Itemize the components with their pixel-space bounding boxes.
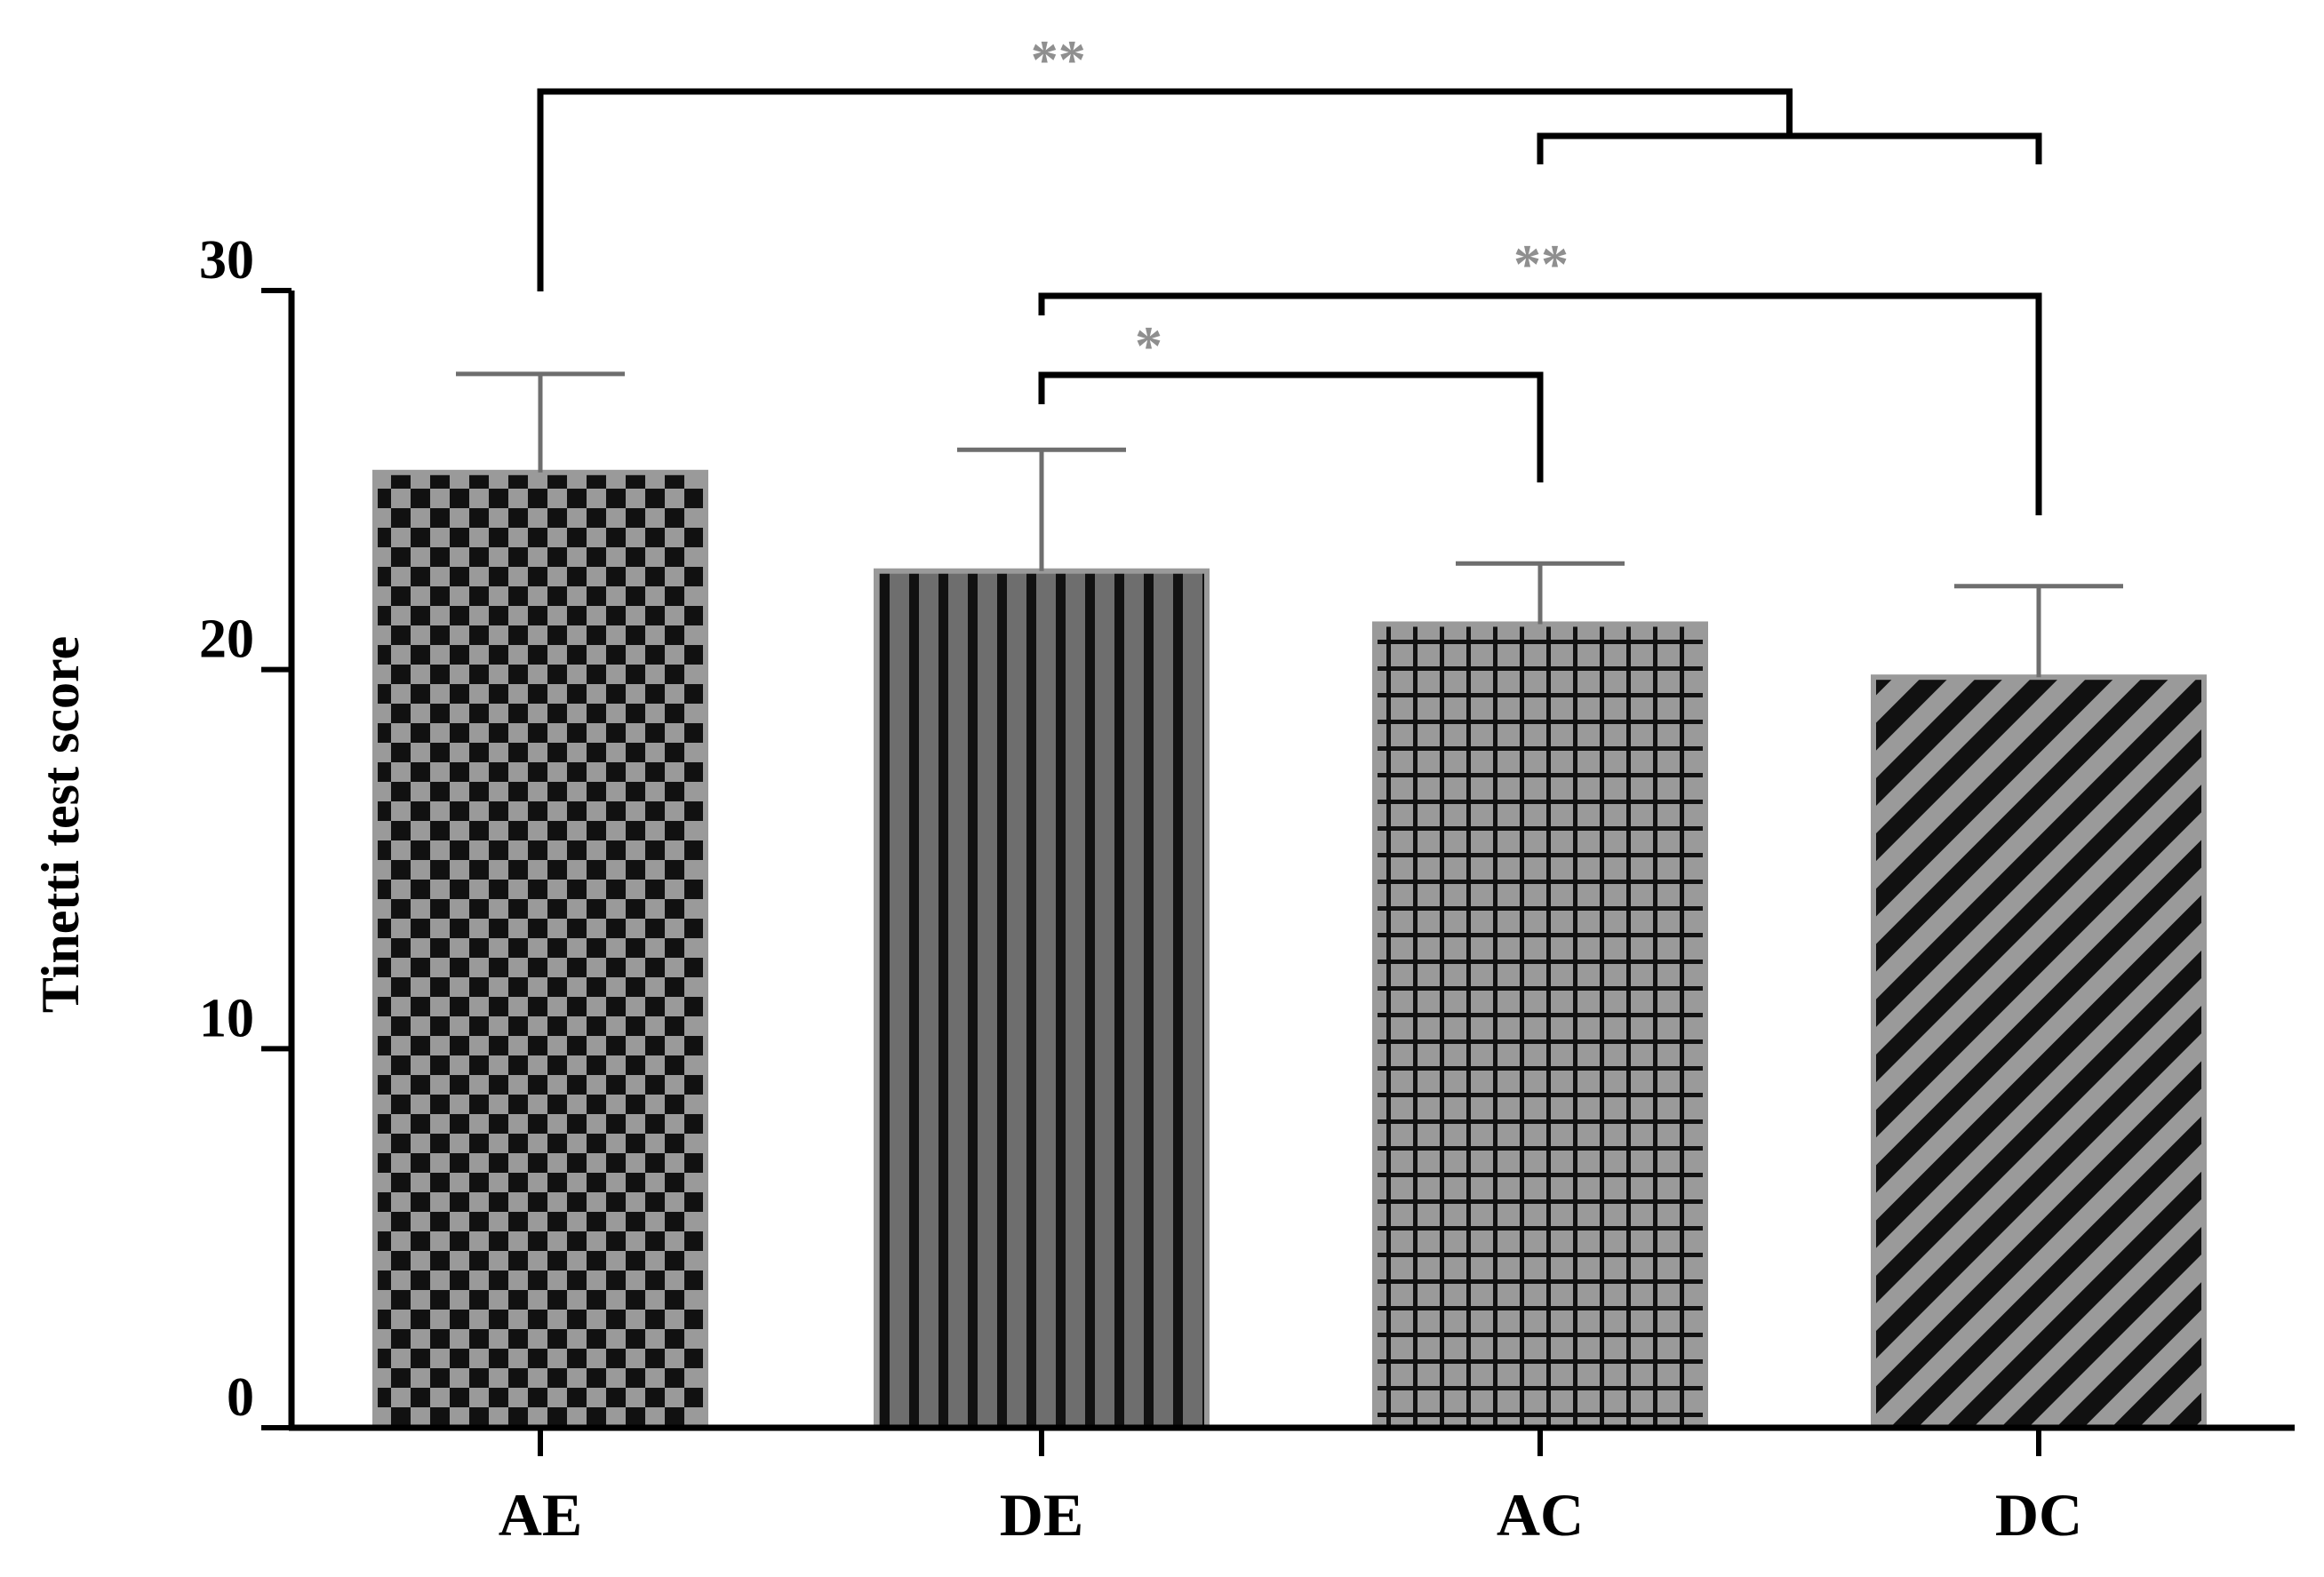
x-tick-label: DC [1995,1481,2082,1549]
x-tick-label: DE [1000,1481,1083,1549]
significance-bracket-3 [1038,371,1544,482]
y-tick-label: 0 [227,1367,254,1428]
significance-bracket-2 [1038,292,2042,515]
significance-bracket-1 [537,88,1793,291]
y-axis-label: Tinetti test score [31,636,90,1013]
x-tick-label: AE [499,1481,582,1549]
bar-de [874,568,1210,1430]
y-tick-label: 20 [199,609,254,670]
significance-layer: ***** [537,30,2042,515]
significance-label-2: ** [1513,235,1569,295]
axes-layer: 0 10 20 30 AE DE AC DC [199,230,2295,1549]
bar-ac [1372,621,1708,1430]
significance-label-3: * [1135,316,1162,377]
y-tick-label: 10 [199,988,254,1048]
error-bars-layer [456,371,2123,678]
bar-ae [372,469,708,1430]
significance-sub-bracket [1537,132,2042,164]
y-tick-label: 30 [199,230,254,291]
bar-dc [1871,674,2207,1430]
bars-layer [372,469,2207,1430]
significance-label-1: ** [1031,30,1086,91]
x-tick-label: AC [1497,1481,1584,1549]
